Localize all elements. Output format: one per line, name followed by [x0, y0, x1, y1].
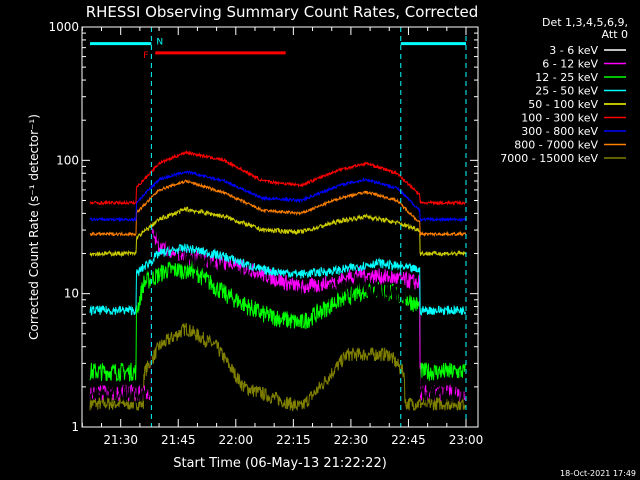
legend-label-0: 3 - 6 keV — [549, 44, 598, 57]
y-tick-label: 10 — [64, 287, 79, 301]
x-tick-label: 22:00 — [218, 433, 253, 447]
series-line-5 — [89, 149, 466, 207]
x-tick-label: 21:45 — [161, 433, 196, 447]
series-line-2 — [89, 261, 467, 383]
legend-title-line2: Att 0 — [602, 28, 628, 41]
legend-label-6: 300 - 800 keV — [521, 125, 598, 138]
flare-bar-label: F — [143, 51, 148, 61]
footer-timestamp: 18-Oct-2021 17:49 — [560, 469, 636, 478]
legend-label-3: 25 - 50 keV — [535, 85, 598, 98]
x-tick-label: 23:00 — [449, 433, 484, 447]
legend-label-2: 12 - 25 keV — [535, 71, 598, 84]
x-tick-label: 21:30 — [103, 433, 138, 447]
legend-title-line1: Det 1,3,4,5,6,9, — [542, 16, 628, 29]
plot-frame — [81, 26, 479, 428]
legend-label-8: 7000 - 15000 keV — [500, 152, 598, 165]
plot-area: NF — [89, 27, 467, 427]
series-line-6 — [89, 170, 467, 223]
y-axis-label: Corrected Count Rate (s⁻¹ detector⁻¹) — [27, 114, 41, 340]
y-tick-label: 1 — [71, 420, 79, 434]
legend-label-7: 800 - 7000 keV — [514, 139, 598, 152]
y-tick-label: 100 — [56, 153, 79, 167]
x-axis-label: Start Time (06-May-13 21:22:22) — [173, 456, 387, 471]
y-tick-label: 1000 — [48, 20, 79, 34]
legend-label-4: 50 - 100 keV — [528, 98, 598, 111]
legend-label-5: 100 - 300 keV — [521, 112, 598, 125]
axes: 1 10 100 1000 21:30 21:45 22:00 22:15 22:30 22:45… — [48, 20, 483, 447]
series-line-7 — [89, 178, 467, 238]
series-line-1 — [89, 226, 467, 403]
x-tick-label: 22:30 — [334, 433, 369, 447]
series-line-0 — [89, 220, 467, 404]
orbit-bar-label: N — [156, 38, 163, 48]
legend-label-1: 6 - 12 keV — [542, 58, 598, 71]
series-line-3 — [89, 243, 467, 317]
chart-title: RHESSI Observing Summary Count Rates, Co… — [86, 3, 479, 21]
x-tick-label: 22:45 — [391, 433, 426, 447]
series-line-4 — [89, 206, 467, 258]
x-tick-label: 22:15 — [276, 433, 311, 447]
series-line-8 — [89, 322, 467, 412]
